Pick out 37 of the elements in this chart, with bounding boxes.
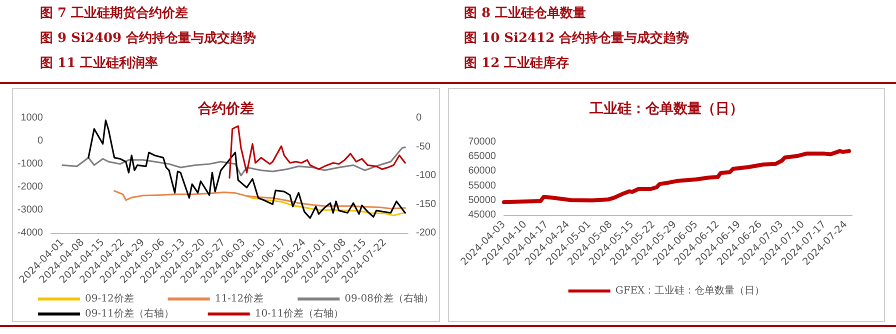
y2-tick-label: 0 — [416, 112, 422, 124]
y-tick-label: 50000 — [468, 194, 496, 206]
y2-tick-label: -50 — [416, 141, 431, 152]
y-tick-label: -2000 — [17, 182, 44, 192]
y-tick-label: -1000 — [17, 158, 44, 170]
y-tick-label: 55000 — [468, 180, 496, 192]
caption: 图 8 工业硅仓单数量 — [464, 5, 586, 22]
y-tick-label: 1000 — [20, 112, 44, 124]
caption: 图 10 Si2412 合约持仓量与成交趋势 — [464, 30, 690, 47]
legend-label: 09-08价差（右轴） — [344, 292, 434, 304]
y-tick-label: 0 — [37, 136, 44, 146]
caption: 图 7 工业硅期货合约价差 — [40, 5, 188, 22]
y-tick-label: -4000 — [17, 228, 44, 238]
legend-label: 09-11价差（右轴） — [85, 308, 174, 320]
y-tick-label: 65000 — [468, 151, 496, 162]
chart-title: 工业硅：仓单数量（日） — [588, 101, 744, 117]
line-series — [62, 146, 406, 176]
legend-label: 11-12价差 — [214, 292, 264, 304]
caption: 图 12 工业硅库存 — [464, 54, 570, 72]
line-series — [88, 120, 406, 219]
y2-tick-label: -100 — [416, 170, 436, 181]
chart-title: 合约价差 — [197, 101, 254, 117]
legend-label: GFEX：工业硅：仓单数量（日） — [615, 284, 765, 296]
line-series — [502, 149, 851, 204]
caption: 图 11 工业硅利润率 — [40, 54, 158, 72]
y-tick-label: 70000 — [468, 136, 496, 148]
y-tick-label: 45000 — [468, 210, 496, 220]
y-tick-label: 60000 — [468, 166, 496, 177]
line-series — [228, 125, 406, 179]
y2-tick-label: -150 — [416, 198, 436, 210]
y-tick-label: -3000 — [17, 204, 44, 216]
line-series — [114, 190, 406, 210]
caption: 图 9 Si2409 合约持仓量与成交趋势 — [40, 30, 256, 47]
y2-tick-label: -200 — [416, 228, 436, 238]
legend-label: 09-12价差 — [85, 292, 134, 304]
line-series — [246, 195, 406, 216]
legend-label: 10-11价差（右轴） — [254, 308, 344, 320]
